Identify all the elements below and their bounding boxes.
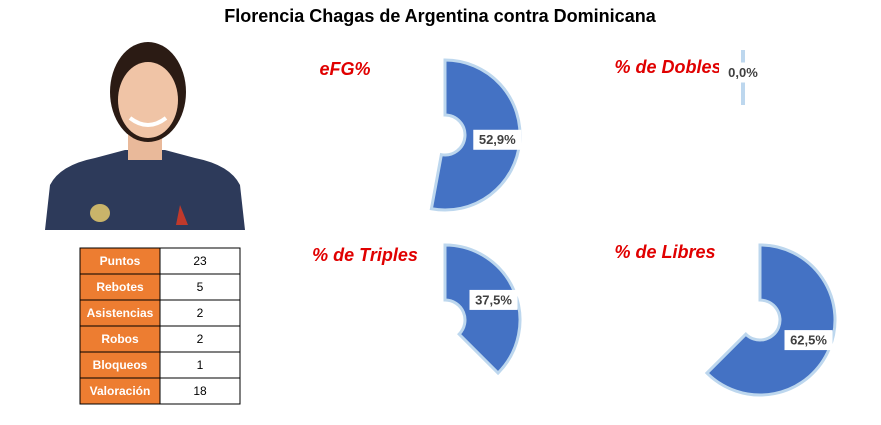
value-cell	[159, 351, 241, 379]
stat-label: Asistencias	[87, 306, 154, 320]
stat-value: 5	[197, 280, 204, 294]
label-box	[469, 289, 518, 310]
stat-label: Valoración	[90, 384, 151, 398]
label-cell	[79, 351, 161, 379]
stats-table: Puntos 23 Rebotes 5 Asistencias 2 Robos 2 Bloque…	[79, 247, 241, 405]
label-box	[719, 62, 767, 83]
stat-value: 1	[197, 358, 204, 372]
chart-title: eFG%	[319, 59, 370, 79]
value-cell	[159, 325, 241, 353]
stat-label: Bloqueos	[93, 358, 148, 372]
stat-value: 2	[197, 332, 204, 346]
label-cell	[79, 273, 161, 301]
label-box	[784, 330, 833, 351]
value-cell	[159, 273, 241, 301]
value-cell	[159, 247, 241, 275]
chart-title: % de Dobles	[614, 57, 721, 77]
page-title: Florencia Chagas de Argentina contra Dom…	[224, 6, 656, 26]
stat-value: 18	[193, 384, 207, 398]
stat-value: 23	[193, 254, 207, 268]
label-cell	[79, 377, 161, 405]
chart-title: % de Libres	[614, 242, 715, 262]
value-cell	[159, 377, 241, 405]
stat-value: 2	[197, 306, 204, 320]
value-label: 62,5%	[790, 333, 827, 348]
value-label: 52,9%	[479, 132, 516, 147]
stat-label: Rebotes	[96, 280, 144, 294]
charts: eFG% 52,9% % de Dobles 0,0% % de Triples 37,5…	[312, 50, 837, 397]
value-label: 37,5%	[475, 292, 512, 307]
player-photo	[45, 42, 245, 230]
label-box	[473, 129, 522, 150]
gauge-slice	[704, 243, 837, 397]
value-label: 0,0%	[728, 65, 758, 80]
stat-label: Puntos	[100, 254, 141, 268]
label-cell	[79, 247, 161, 275]
chart-title: % de Triples	[312, 245, 418, 265]
stat-label: Robos	[101, 332, 139, 346]
